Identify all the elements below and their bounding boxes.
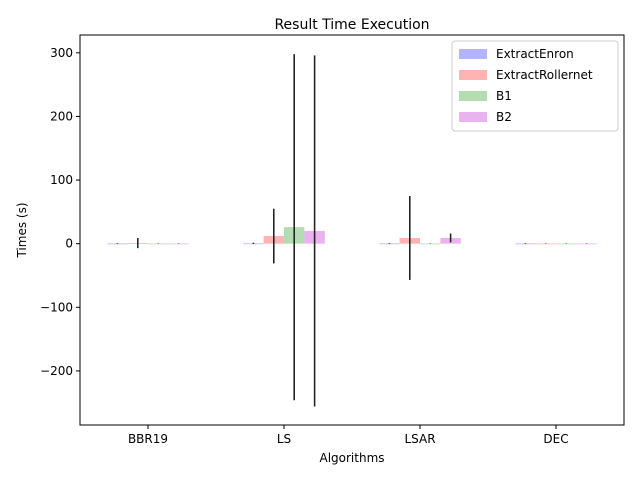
y-axis: −200 −100 0 100 200 300 [40,46,80,378]
plot-frame [79,34,625,426]
legend-swatch-B2 [459,112,487,122]
bar-ExtractEnron-LSAR [379,243,400,245]
bar-ExtractRollernet-DEC [535,243,556,245]
legend-frame [451,40,619,132]
legend-label-ExtractRollernet: ExtractRollernet [496,68,593,82]
legend-swatch-B1 [459,91,487,101]
x-tick-label: DEC [543,432,568,446]
bar-B1-DEC [556,243,577,245]
y-axis-title: Times (s) [15,202,29,258]
legend-label-ExtractEnron: ExtractEnron [496,47,574,61]
legend-label-B1: B1 [496,89,512,103]
bar-B1-BBR19 [148,243,169,245]
y-tick-label: −200 [40,364,73,378]
y-tick-label: 100 [50,173,73,187]
bar-B2-DEC [576,243,597,245]
error-bars-layer [116,54,588,407]
y-tick-label: −100 [40,300,73,314]
bars-layer [107,227,597,245]
x-tick-label: LSAR [404,432,435,446]
bar-ExtractEnron-DEC [515,243,536,245]
chart-title: Result Time Execution [274,17,429,33]
legend-swatch-ExtractEnron [459,49,487,59]
legend-swatch-ExtractRollernet [459,70,487,80]
bar-B2-BBR19 [168,243,189,245]
bar-ExtractEnron-BBR19 [107,243,128,245]
legend: ExtractEnron ExtractRollernet B1 B2 [451,40,619,132]
y-tick-label: 200 [50,109,73,123]
y-tick-label: 300 [50,46,73,60]
x-tick-label: LS [277,432,291,446]
x-tick-label: BBR19 [128,432,168,446]
x-axis: BBR19 LS LSAR DEC [128,425,569,446]
x-axis-title: Algorithms [319,451,384,465]
legend-label-B2: B2 [496,110,512,124]
y-tick-label: 0 [65,237,73,251]
bar-B1-LSAR [420,243,441,245]
